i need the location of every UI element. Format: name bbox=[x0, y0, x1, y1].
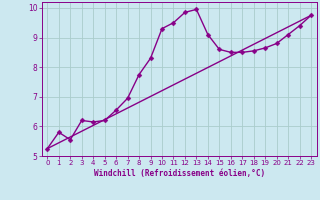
X-axis label: Windchill (Refroidissement éolien,°C): Windchill (Refroidissement éolien,°C) bbox=[94, 169, 265, 178]
